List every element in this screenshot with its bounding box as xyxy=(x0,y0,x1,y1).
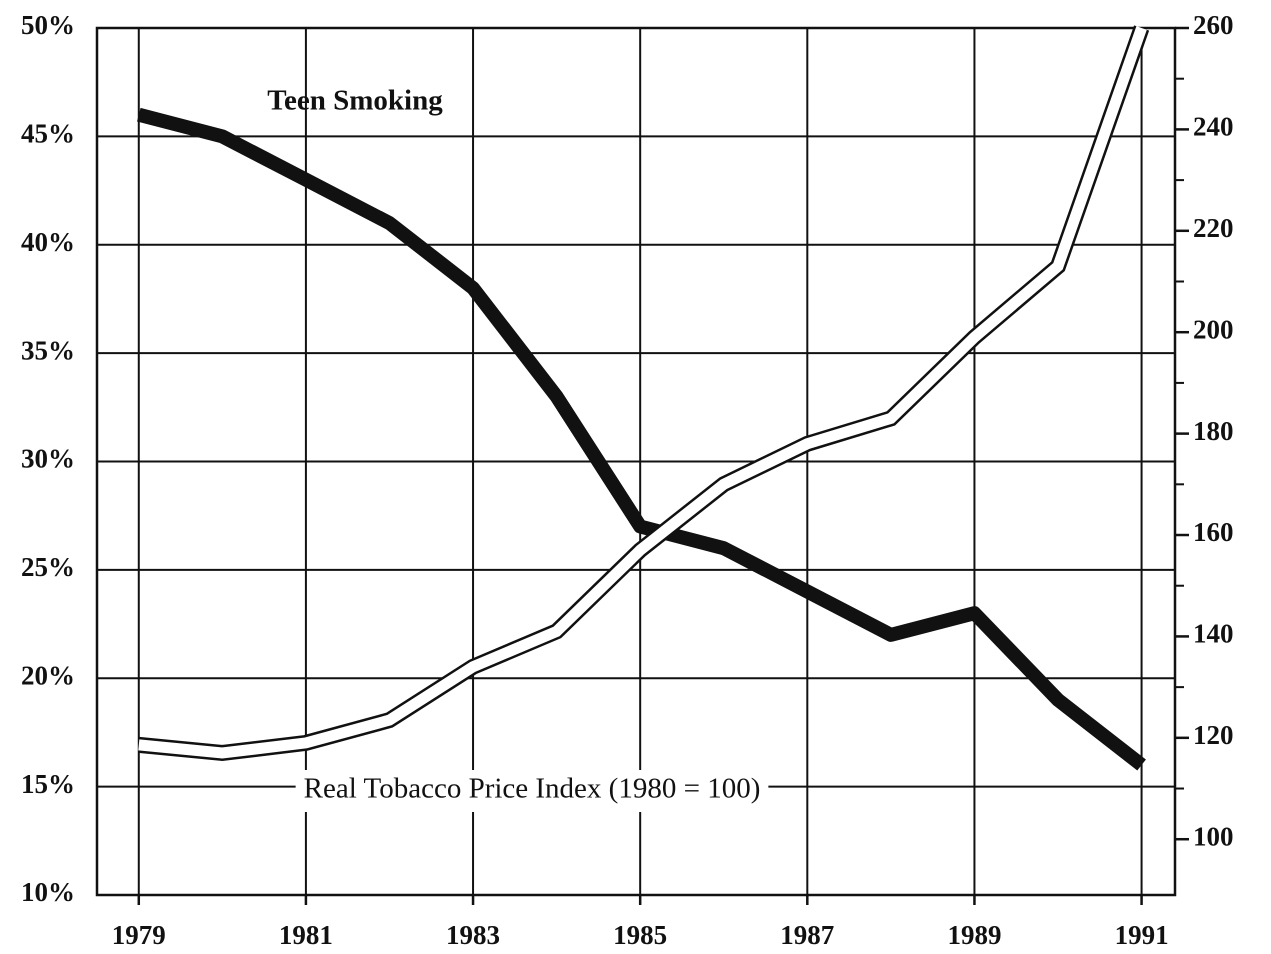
line xyxy=(138,26,1147,759)
x-tick-label: 1989 xyxy=(947,920,1001,950)
y2-tick-label: 100 xyxy=(1193,821,1234,851)
y-tick-label: 15% xyxy=(21,769,75,799)
y-tick-label: 20% xyxy=(21,660,75,690)
y2-tick-label: 220 xyxy=(1193,213,1234,243)
line xyxy=(137,107,1146,771)
y2-tick-label: 140 xyxy=(1193,619,1234,649)
series-label: Real Tobacco Price Index (1980 = 100) xyxy=(304,773,761,805)
y-tick-label: 35% xyxy=(21,335,75,365)
y2-tick-label: 180 xyxy=(1193,416,1234,446)
y2-tick-label: 120 xyxy=(1193,720,1234,750)
y2-tick-label: 240 xyxy=(1193,112,1234,142)
y-tick-label: 10% xyxy=(21,877,75,907)
y-tick-label: 25% xyxy=(21,552,75,582)
y2-tick-label: 260 xyxy=(1193,10,1234,40)
series-line xyxy=(138,25,1150,762)
series-line xyxy=(137,107,1146,771)
x-tick-label: 1991 xyxy=(1115,920,1169,950)
x-tick-label: 1983 xyxy=(446,920,500,950)
y-tick-label: 50% xyxy=(21,10,75,40)
x-tick-label: 1979 xyxy=(112,920,166,950)
y-tick-label: 45% xyxy=(21,119,75,149)
series-label: Teen Smoking xyxy=(267,85,443,117)
y-tick-label: 30% xyxy=(21,444,75,474)
y2-tick-label: 160 xyxy=(1193,517,1234,547)
y-tick-label: 40% xyxy=(21,227,75,257)
y2-tick-label: 200 xyxy=(1193,314,1234,344)
x-tick-label: 1981 xyxy=(279,920,333,950)
x-tick-label: 1987 xyxy=(780,920,834,950)
label-background xyxy=(295,770,769,812)
x-tick-label: 1985 xyxy=(613,920,667,950)
